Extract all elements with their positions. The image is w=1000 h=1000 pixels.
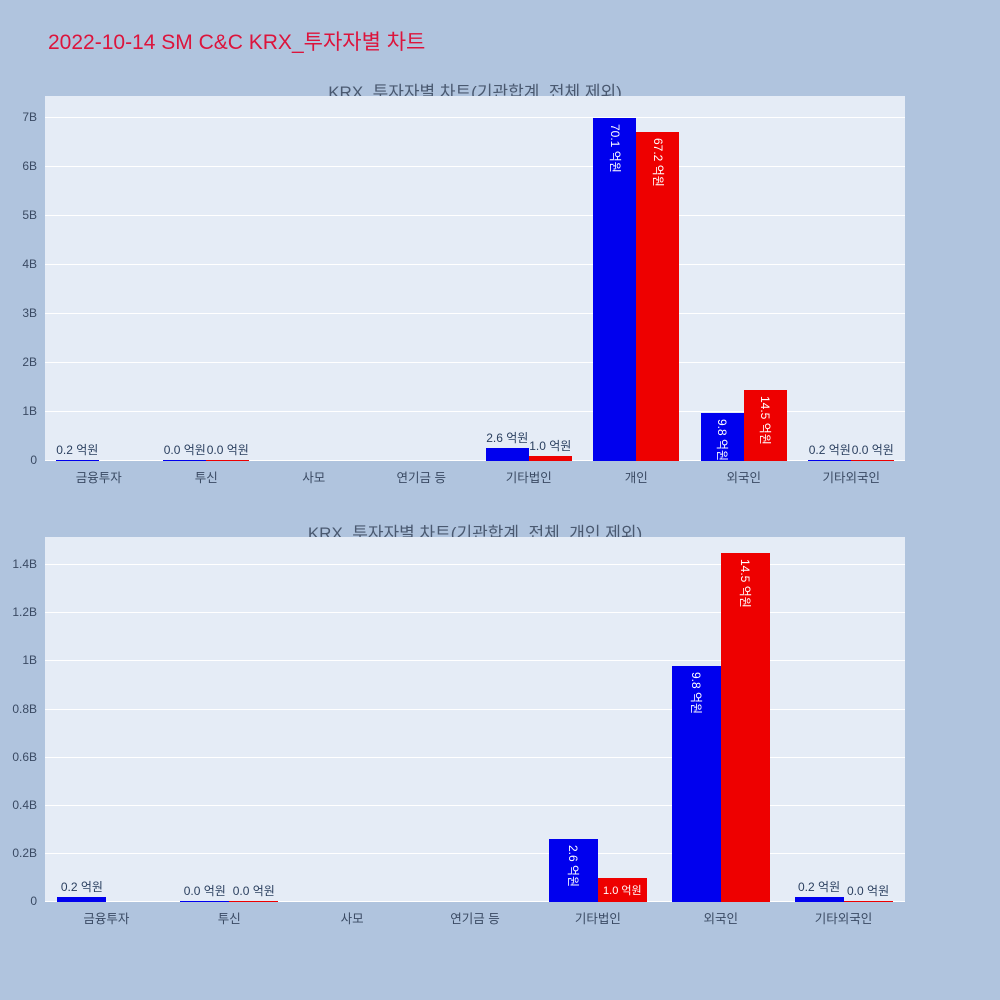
y-axis-tick-label: 1.4B [12, 557, 37, 571]
series-blue-bar [700, 413, 744, 461]
bar-value-label: 14.5 억원 [758, 396, 773, 445]
series-blue-bar [57, 897, 107, 902]
gridline [45, 709, 905, 710]
gridline [45, 853, 905, 854]
gridline [45, 215, 905, 216]
series-red-bar [851, 460, 895, 461]
y-axis-tick-label: 0.8B [12, 702, 37, 716]
gridline [45, 757, 905, 758]
x-axis-category-label: 연기금 등 [396, 471, 446, 485]
bar-value-label: 0.2 억원 [56, 443, 99, 457]
x-axis-category-label: 사모 [302, 471, 326, 485]
bar-value-label: 70.1 억원 [607, 124, 622, 173]
bar-value-label: 0.0 억원 [232, 884, 275, 898]
series-red-bar [636, 132, 680, 461]
y-axis-tick-label: 1.2B [12, 605, 37, 619]
x-axis-category-label: 개인 [624, 471, 648, 485]
series-red-bar [843, 901, 893, 902]
series-blue-bar [671, 666, 721, 902]
series-red-bar [720, 553, 770, 902]
bar-value-label: 1.0 억원 [603, 884, 642, 897]
y-axis-tick-label: 5B [22, 208, 37, 222]
x-axis-category-label: 기타외국인 [814, 912, 873, 926]
y-axis-tick-label: 0.4B [12, 798, 37, 812]
series-blue-bar [485, 448, 529, 461]
y-axis-tick-label: 0.6B [12, 750, 37, 764]
gridline [45, 460, 905, 461]
series-blue-bar [55, 460, 99, 461]
series-blue-bar [548, 839, 598, 902]
series-blue-bar [163, 460, 207, 461]
y-axis-tick-label: 6B [22, 159, 37, 173]
bar-value-label: 2.6 억원 [566, 845, 581, 888]
series-blue-bar [794, 897, 844, 902]
bar-value-label: 0.0 억원 [847, 884, 890, 898]
series-red-bar [597, 878, 647, 902]
series-blue-bar [593, 118, 637, 461]
x-axis-category-label: 기타법인 [574, 912, 621, 926]
bar-value-label: 0.2 억원 [798, 880, 841, 894]
series-red-bar [528, 456, 572, 461]
bar-value-label: 0.0 억원 [206, 443, 249, 457]
x-axis-category-label: 기타법인 [505, 471, 552, 485]
bar-value-label: 0.0 억원 [183, 884, 226, 898]
gridline [45, 362, 905, 363]
bar-value-label: 1.0 억원 [529, 439, 572, 453]
y-axis-tick-label: 0.2B [12, 846, 37, 860]
bar-value-label: 0.2 억원 [60, 880, 103, 894]
x-axis-category-label: 연기금 등 [450, 912, 500, 926]
y-axis-tick-label: 3B [22, 306, 37, 320]
y-axis-tick-label: 1B [22, 404, 37, 418]
gridline [45, 612, 905, 613]
y-axis-tick-label: 0 [30, 453, 37, 467]
chart2-plot-area[interactable]: 0 0.2B 0.4B 0.6B 0.8B 1B 1.2B 1.4B 금융투자 투신 사모 연기금 등… [12, 537, 905, 926]
gridline [45, 901, 905, 902]
bar-value-label: 0.0 억원 [851, 443, 894, 457]
series-red-bar [743, 390, 787, 461]
series-blue-bar [808, 460, 852, 461]
x-axis-category-label: 외국인 [726, 471, 761, 485]
page-title: 2022-10-14 SM C&C KRX_투자자별 차트 [48, 31, 426, 54]
x-axis-category-label: 투신 [217, 912, 241, 926]
gridline [45, 166, 905, 167]
x-axis-category-label: 기타외국인 [822, 471, 880, 485]
x-axis-category-label: 외국인 [703, 912, 738, 926]
series-red-bar [206, 460, 250, 461]
x-axis-category-label: 투신 [194, 471, 218, 485]
bar-value-label: 9.8 억원 [715, 419, 730, 462]
y-axis-tick-label: 1B [22, 653, 37, 667]
series-red-bar [229, 901, 279, 902]
gridline [45, 805, 905, 806]
x-axis-category-label: 금융투자 [83, 912, 130, 926]
bar-value-label: 14.5 억원 [738, 559, 753, 608]
x-axis-category-label: 금융투자 [75, 471, 122, 485]
bar-value-label: 0.0 억원 [163, 443, 206, 457]
gridline [45, 564, 905, 565]
chart1-plot-area[interactable]: 0 1B 2B 3B 4B 5B 6B 7B 금융투자 투신 사모 연기금 등 기타법인 개인 외국인 기타외… [22, 96, 905, 485]
x-axis-category-label: 사모 [340, 912, 364, 926]
bar-value-label: 0.2 억원 [808, 443, 851, 457]
y-axis-tick-label: 2B [22, 355, 37, 369]
gridline [45, 264, 905, 265]
bar-value-label: 9.8 억원 [689, 672, 704, 715]
y-axis-tick-label: 7B [22, 110, 37, 124]
gridline [45, 411, 905, 412]
bar-value-label: 2.6 억원 [486, 431, 529, 445]
gridline [45, 660, 905, 661]
gridline [45, 117, 905, 118]
bar-value-label: 67.2 억원 [650, 138, 665, 187]
gridline [45, 313, 905, 314]
series-blue-bar [180, 901, 230, 902]
y-axis-tick-label: 4B [22, 257, 37, 271]
y-axis-tick-label: 0 [30, 894, 37, 908]
